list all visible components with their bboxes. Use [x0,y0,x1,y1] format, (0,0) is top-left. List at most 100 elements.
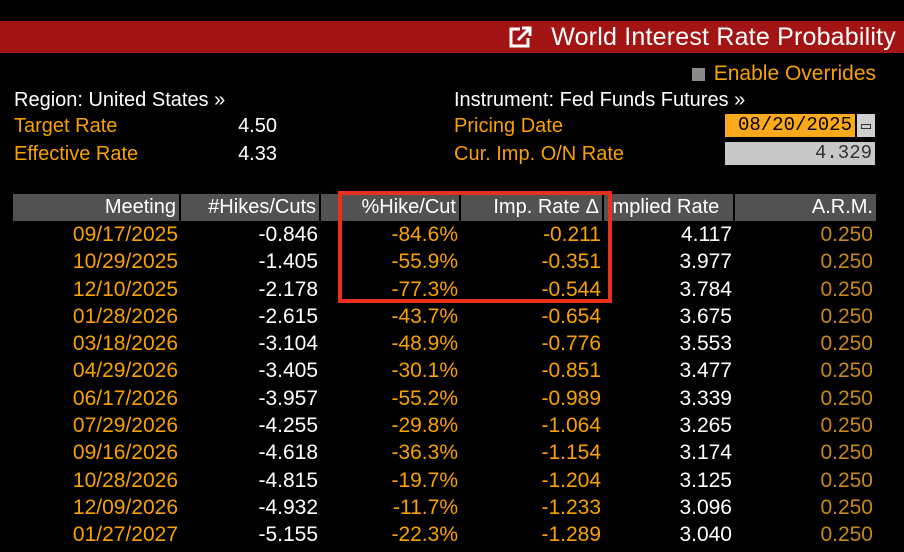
cell-hikes-cuts: -2.615 [258,304,318,328]
target-rate-label: Target Rate [14,115,118,137]
cell-imp-rate-delta: -1.233 [541,495,601,519]
cell-meeting: 01/27/2027 [72,523,178,547]
cell-meeting: 09/17/2025 [72,223,178,246]
cell-imp-rate-delta: -0.776 [541,332,601,356]
cell-hikes-cuts: -2.178 [258,277,318,301]
cell-meeting: 04/29/2026 [72,359,178,383]
col-header-hikes-cuts[interactable]: #Hikes/Cuts [181,194,321,221]
cell-pct-hike-cut: -29.8% [391,414,458,438]
cell-pct-hike-cut: -30.1% [391,359,458,383]
cell-pct-hike-cut: -48.9% [391,332,458,356]
cell-meeting: 12/09/2026 [72,495,178,519]
table-row[interactable]: 04/29/2026 -3.405 -30.1% -0.851 3.477 0.250 [13,357,876,384]
table-header: Meeting #Hikes/Cuts %Hike/Cut Imp. Rate … [13,194,876,221]
table-row[interactable]: 01/28/2026 -2.615 -43.7% -0.654 3.675 0.250 [13,303,876,330]
cell-pct-hike-cut: -11.7% [393,495,458,519]
cell-pct-hike-cut: -36.3% [391,441,458,465]
cell-pct-hike-cut: -43.7% [391,304,458,328]
cur-imp-rate-label: Cur. Imp. O/N Rate [454,143,625,165]
cell-meeting: 07/29/2026 [72,414,178,438]
col-header-imp-rate-delta[interactable]: Imp. Rate Δ [461,194,604,221]
highlight-box [338,191,612,303]
cell-implied-rate: 3.040 [679,523,732,547]
cell-imp-rate-delta: -1.154 [541,441,601,465]
cell-pct-hike-cut: -77.3% [391,277,458,301]
cell-implied-rate: 3.784 [679,277,732,301]
col-header-arm[interactable]: A.R.M. [811,196,873,218]
table-row[interactable]: 03/18/2026 -3.104 -48.9% -0.776 3.553 0.250 [13,330,876,357]
cell-hikes-cuts: -1.405 [258,250,318,274]
overrides-label: Enable Overrides [713,62,876,85]
table-row[interactable]: 01/27/2027 -5.155 -22.3% -1.289 3.040 0.250 [13,521,876,548]
target-rate-value: 4.50 [238,115,277,137]
cell-implied-rate: 3.675 [679,304,732,328]
cell-implied-rate: 3.125 [679,468,732,492]
cell-hikes-cuts: -4.932 [258,495,318,519]
pricing-date-input[interactable]: 08/20/2025 [725,114,855,137]
external-link-icon[interactable] [509,25,533,49]
cell-arm: 0.250 [820,414,873,438]
cell-imp-rate-delta: -0.544 [541,277,601,301]
cell-implied-rate: 3.096 [679,495,732,519]
cell-arm: 0.250 [820,495,873,519]
cell-imp-rate-delta: -0.351 [541,250,601,274]
cell-meeting: 06/17/2026 [72,386,178,410]
cur-imp-rate-input[interactable]: 4.329 [725,142,875,165]
title-bar: World Interest Rate Probability [0,21,904,53]
table-row[interactable]: 12/10/2025 -2.178 -77.3% -0.544 3.784 0.250 [13,276,876,303]
cell-imp-rate-delta: -1.289 [541,523,601,547]
table-row[interactable]: 07/29/2026 -4.255 -29.8% -1.064 3.265 0.250 [13,412,876,439]
cell-arm: 0.250 [820,250,873,274]
cell-imp-rate-delta: -1.064 [541,414,601,438]
table-row[interactable]: 06/17/2026 -3.957 -55.2% -0.989 3.339 0.250 [13,385,876,412]
cell-meeting: 12/10/2025 [72,277,178,301]
col-header-meeting[interactable]: Meeting [13,194,181,221]
enable-overrides-toggle[interactable]: Enable Overrides [691,62,876,86]
cell-imp-rate-delta: -0.989 [541,386,601,410]
table-row[interactable]: 10/29/2025 -1.405 -55.9% -0.351 3.977 0.250 [13,248,876,275]
cell-arm: 0.250 [820,468,873,492]
table-row[interactable]: 09/16/2026 -4.618 -36.3% -1.154 3.174 0.250 [13,439,876,466]
instrument-selector[interactable]: Instrument: Fed Funds Futures » [454,89,746,111]
calendar-icon[interactable]: ▭ [857,114,875,137]
cell-implied-rate: 3.339 [679,386,732,410]
cell-arm: 0.250 [820,277,873,301]
region-selector[interactable]: Region: United States » [14,89,226,111]
cell-arm: 0.250 [820,223,873,246]
table-row[interactable]: 12/09/2026 -4.932 -11.7% -1.233 3.096 0.250 [13,494,876,521]
cell-imp-rate-delta: -1.204 [541,468,601,492]
cell-implied-rate: 3.174 [679,441,732,465]
col-header-implied-rate[interactable]: Implied Rate [604,194,735,221]
cell-imp-rate-delta: -0.654 [541,304,601,328]
cell-implied-rate: 4.117 [681,223,732,246]
cell-hikes-cuts: -3.104 [258,332,318,356]
cell-implied-rate: 3.265 [679,414,732,438]
overrides-checkbox[interactable] [691,67,705,81]
cell-meeting: 10/28/2026 [72,468,178,492]
table-row[interactable]: 10/28/2026 -4.815 -19.7% -1.204 3.125 0.250 [13,467,876,494]
cell-arm: 0.250 [820,441,873,465]
cell-hikes-cuts: -5.155 [258,523,318,547]
cell-arm: 0.250 [820,304,873,328]
col-header-pct-hike-cut[interactable]: %Hike/Cut [321,194,461,221]
window-title: World Interest Rate Probability [551,22,896,51]
table-row[interactable]: 09/17/2025 -0.846 -84.6% -0.211 4.117 0.250 [13,221,876,248]
cell-pct-hike-cut: -55.9% [391,250,458,274]
cell-meeting: 03/18/2026 [72,332,178,356]
cell-meeting: 10/29/2025 [72,250,178,274]
cell-meeting: 01/28/2026 [72,304,178,328]
cell-arm: 0.250 [820,386,873,410]
cell-hikes-cuts: -4.255 [258,414,318,438]
cell-implied-rate: 3.553 [679,332,732,356]
pricing-date-label: Pricing Date [454,115,563,137]
effective-rate-value: 4.33 [238,143,277,165]
cell-imp-rate-delta: -0.211 [543,223,601,246]
cell-hikes-cuts: -3.957 [258,386,318,410]
rate-probability-table: Meeting #Hikes/Cuts %Hike/Cut Imp. Rate … [13,194,876,549]
cell-meeting: 09/16/2026 [72,441,178,465]
cell-arm: 0.250 [820,523,873,547]
cell-hikes-cuts: -0.846 [258,223,318,246]
cell-pct-hike-cut: -55.2% [391,386,458,410]
cell-imp-rate-delta: -0.851 [541,359,601,383]
cell-implied-rate: 3.977 [679,250,732,274]
